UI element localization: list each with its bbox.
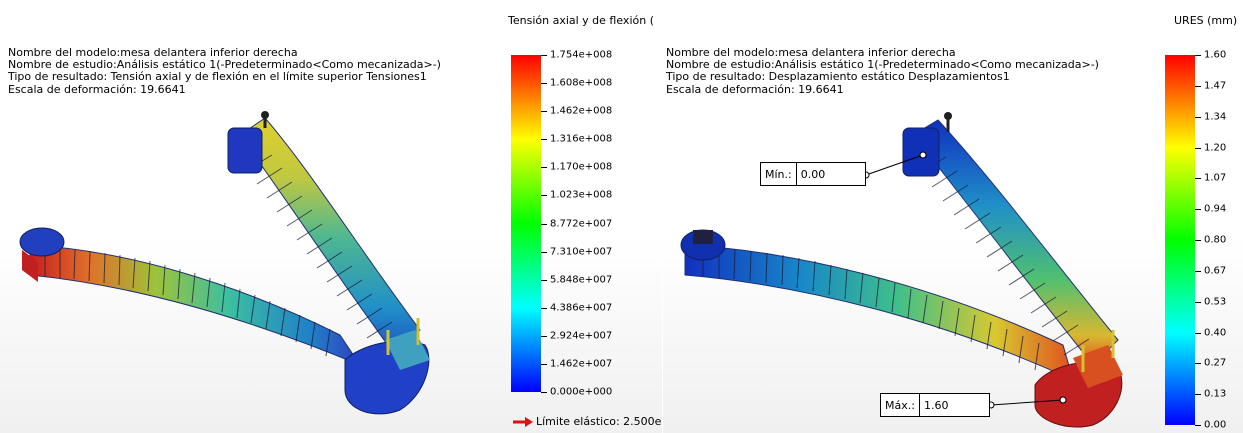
scale-tick-mark xyxy=(1195,55,1201,56)
yield-strength-label: Límite elástico: 2.500e+00 xyxy=(536,415,662,428)
model-info: Nombre del modelo:mesa delantera inferio… xyxy=(666,46,1099,96)
scale-tick-label: 1.170e+008 xyxy=(550,161,613,173)
left-end-mount xyxy=(19,227,65,282)
scale-tick-label: 0.27 xyxy=(1204,357,1227,369)
scale-tick-label: 1.462e+008 xyxy=(550,105,613,117)
result-type: Tipo de resultado: Desplazamiento estáti… xyxy=(666,70,1010,84)
scale-tick-label: 1.07 xyxy=(1204,172,1227,184)
scale-tick-mark xyxy=(1195,116,1201,118)
min-value: 0.00 xyxy=(796,163,830,185)
scale-tick-mark xyxy=(1195,240,1201,241)
scale-tick-mark xyxy=(541,83,547,85)
scale-tick-mark xyxy=(541,55,547,56)
scale-tick-label: 0.000e+000 xyxy=(550,386,613,398)
max-label: Máx.: xyxy=(881,394,920,416)
scale-tick-mark xyxy=(1195,301,1201,303)
left-end-mount xyxy=(680,229,726,261)
scale-tick-mark xyxy=(1195,178,1201,180)
scale-tick-mark xyxy=(541,279,547,281)
min-label: Mín.: xyxy=(761,163,797,185)
scale-tick-mark xyxy=(1195,425,1201,426)
yield-strength-indicator: Límite elástico: 2.500e+00 xyxy=(513,415,662,428)
scale-tick-label: 0.13 xyxy=(1204,388,1227,400)
scale-tick-label: 1.47 xyxy=(1204,80,1227,92)
scale-tick-label: 0.53 xyxy=(1204,296,1227,308)
model-name: Nombre del modelo:mesa delantera inferio… xyxy=(8,46,298,59)
study-name: Nombre de estudio:Análisis estático 1(-P… xyxy=(666,58,1099,72)
scale-tick-label: 5.848e+007 xyxy=(550,274,613,286)
stress-result-viewport[interactable]: Nombre del modelo:mesa delantera inferio… xyxy=(0,0,662,433)
model-info: Nombre del modelo:mesa delantera inferio… xyxy=(8,46,441,96)
scale-tick-label: 0.40 xyxy=(1204,327,1227,338)
top-end-mount xyxy=(227,111,269,174)
scale-tick-mark xyxy=(541,195,547,197)
deformation-scale: Escala de deformación: 19.6641 xyxy=(8,82,186,96)
bottom-joint xyxy=(344,318,430,415)
scale-tick-mark xyxy=(1195,270,1201,272)
scale-tick-mark xyxy=(541,223,547,225)
panel-divider xyxy=(662,0,663,433)
stress-model-render[interactable] xyxy=(0,0,662,433)
scale-tick-label: 7.310e+007 xyxy=(550,246,613,258)
scale-tick-label: 8.772e+007 xyxy=(550,218,613,229)
scale-tick-label: 1.023e+008 xyxy=(550,189,613,201)
scale-tick-mark xyxy=(541,335,547,337)
deformation-scale: Escala de deformación: 19.6641 xyxy=(666,82,844,96)
scale-tick-label: 0.67 xyxy=(1204,265,1227,277)
result-type: Tipo de resultado: Tensión axial y de fl… xyxy=(8,70,427,84)
stress-legend-title: Tensión axial y de flexión ( xyxy=(508,14,654,27)
displacement-legend-title: URES (mm) xyxy=(1174,14,1238,27)
scale-tick-label: 1.608e+008 xyxy=(550,77,613,89)
scale-tick-label: 1.316e+008 xyxy=(550,133,613,145)
max-callout[interactable]: Máx.: 1.60 xyxy=(880,393,990,417)
scale-tick-label: 2.924e+007 xyxy=(550,330,613,342)
scale-tick-label: 0.80 xyxy=(1204,234,1227,246)
scale-tick-mark xyxy=(1195,363,1201,365)
stress-color-bar xyxy=(511,55,541,392)
scale-tick-label: 4.386e+007 xyxy=(550,302,613,314)
scale-tick-label: 1.754e+008 xyxy=(550,49,613,61)
min-callout[interactable]: Mín.: 0.00 xyxy=(760,162,866,186)
scale-tick-mark xyxy=(1195,85,1201,87)
bottom-joint xyxy=(1034,330,1123,428)
displacement-model-render[interactable] xyxy=(663,0,1243,433)
scale-tick-mark xyxy=(541,251,547,253)
scale-tick-label: 0.94 xyxy=(1204,203,1227,215)
scale-tick-label: 1.34 xyxy=(1204,111,1227,123)
scale-tick-mark xyxy=(541,167,547,169)
red-arrow-icon xyxy=(513,416,533,427)
scale-tick-label: 1.462e+007 xyxy=(550,358,613,370)
scale-tick-mark xyxy=(1195,209,1201,211)
scale-tick-label: 0.00 xyxy=(1204,419,1227,431)
scale-tick-mark xyxy=(1195,394,1201,396)
scale-tick-mark xyxy=(541,363,547,365)
scale-tick-mark xyxy=(1195,147,1201,149)
scale-tick-mark xyxy=(541,111,547,113)
scale-tick-mark xyxy=(541,139,547,141)
model-name: Nombre del modelo:mesa delantera inferio… xyxy=(666,46,956,59)
scale-tick-mark xyxy=(541,307,547,309)
displacement-color-bar xyxy=(1165,55,1195,425)
displacement-result-viewport[interactable]: Nombre del modelo:mesa delantera inferio… xyxy=(663,0,1243,433)
scale-tick-label: 1.20 xyxy=(1204,142,1227,153)
scale-tick-label: 1.60 xyxy=(1204,49,1227,61)
top-end-mount xyxy=(902,112,952,177)
study-name: Nombre de estudio:Análisis estático 1(-P… xyxy=(8,58,441,72)
scale-tick-mark xyxy=(541,392,547,393)
max-value: 1.60 xyxy=(919,394,953,416)
scale-tick-mark xyxy=(1195,332,1201,334)
